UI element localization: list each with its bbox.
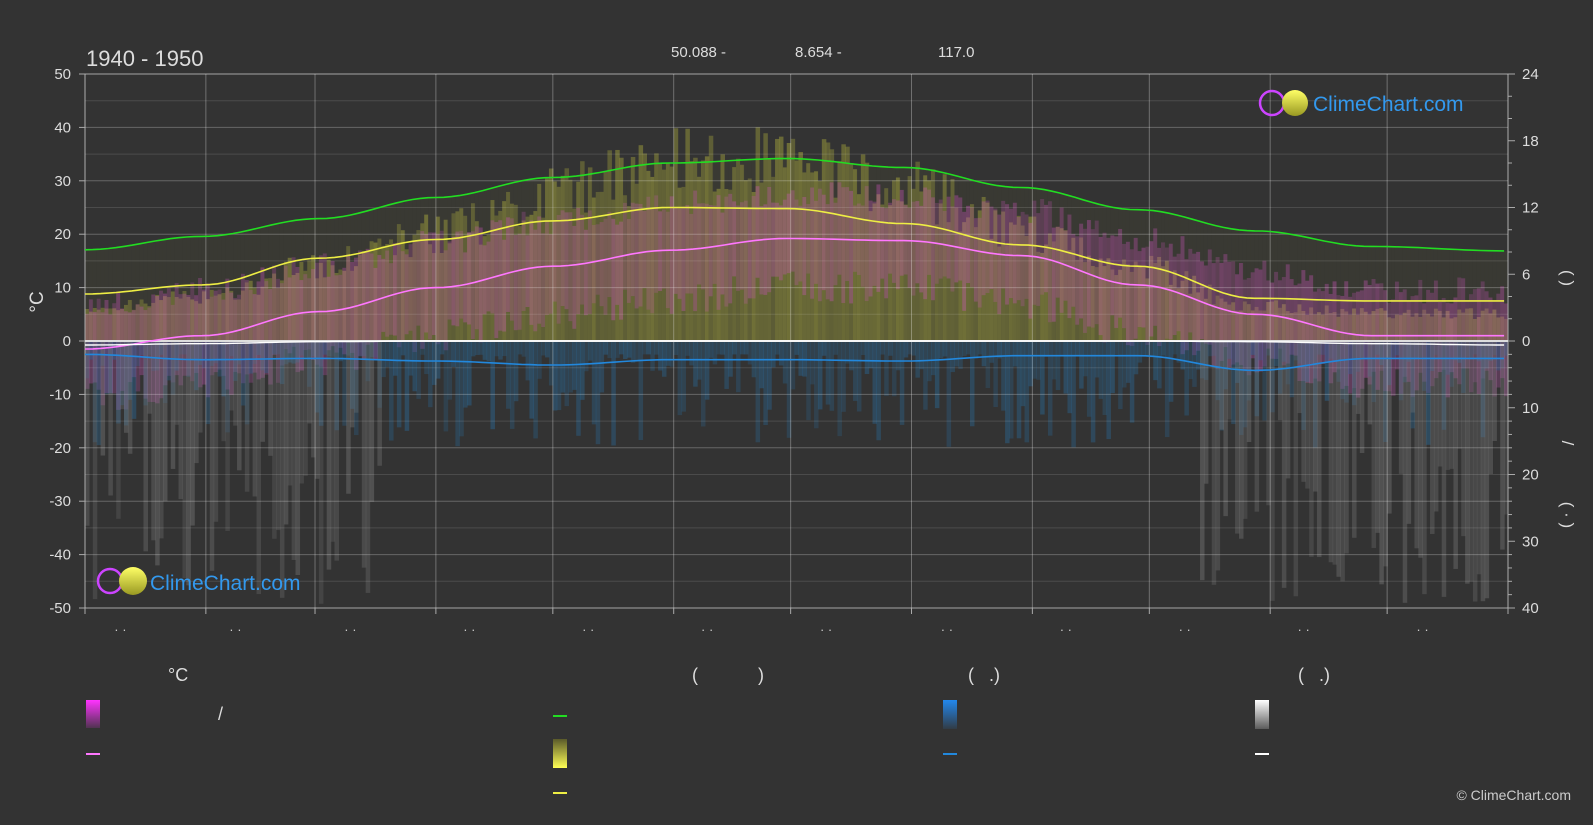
longitude-text: 8.654 - — [795, 44, 842, 61]
logo-text: ClimeChart.com — [1313, 93, 1464, 116]
y-tick-label: 30 — [54, 173, 71, 190]
copyright-text: © ClimeChart.com — [1456, 787, 1571, 803]
background-bands — [85, 127, 1508, 604]
y-axis-label: °C — [27, 291, 48, 312]
y3-tick-label: 20 — [1522, 467, 1539, 484]
series-line-sunshine — [85, 206, 1505, 302]
y2-tick-label: 6 — [1522, 266, 1530, 283]
logo-text: ClimeChart.com — [150, 572, 301, 595]
series-line-mean-temp — [85, 237, 1505, 350]
logo-globe-icon — [1282, 90, 1308, 116]
x-tick-label: · · — [1060, 622, 1072, 637]
x-tick-label: · · — [701, 622, 713, 637]
legend-header-sun: ( ) — [692, 665, 764, 685]
axes: 50 40 30 20 10 0 -10 -20 -30 -40 -50 24 18 12 6 0 10 20 30… — [49, 66, 1538, 637]
logo-ring-icon — [1258, 89, 1286, 117]
legend — [86, 700, 1269, 794]
y-tick-label: 0 — [63, 333, 71, 350]
x-tick-label: · · — [114, 622, 126, 637]
logo-top-right[interactable]: ClimeChart.com — [1258, 89, 1464, 117]
y3-tick-label: 10 — [1522, 400, 1539, 417]
series-lines — [85, 157, 1505, 372]
right-axis-label-bottom: ( · ) — [1558, 502, 1577, 528]
period-title: 1940 - 1950 — [86, 46, 203, 71]
y-tick-label: -40 — [49, 547, 71, 564]
x-tick-label: · · — [941, 622, 953, 637]
y-tick-label: 50 — [54, 66, 71, 83]
x-tick-label: · · — [229, 622, 241, 637]
y-tick-label: 20 — [54, 226, 71, 243]
right-axis-label-mid: / — [1558, 441, 1577, 446]
legend-swatch-precip — [943, 700, 957, 729]
y2-tick-label: 0 — [1522, 333, 1530, 350]
logo-globe-icon — [119, 567, 147, 595]
y-tick-label: -20 — [49, 440, 71, 457]
y-tick-label: 10 — [54, 280, 71, 297]
y-tick-label: -10 — [49, 386, 71, 403]
legend-header-snow: ( .) — [1298, 665, 1330, 685]
legend-swatch-sunshine — [553, 739, 567, 768]
y2-tick-label: 24 — [1522, 66, 1539, 83]
x-tick-label: · · — [582, 622, 594, 637]
legend-header-temperature: °C — [168, 665, 189, 685]
y3-tick-label: 40 — [1522, 600, 1539, 617]
x-tick-label: · · — [1416, 622, 1428, 637]
x-tick-label: · · — [463, 622, 475, 637]
y-tick-label: -30 — [49, 493, 71, 510]
x-tick-label: · · — [344, 622, 356, 637]
right-axis-label-top: ( ) — [1558, 270, 1577, 286]
y2-tick-label: 12 — [1522, 200, 1539, 217]
legend-separator: / — [218, 704, 224, 724]
series-line-daylight — [85, 157, 1505, 252]
latitude-text: 50.088 - — [671, 44, 726, 61]
y3-tick-label: 30 — [1522, 533, 1539, 550]
y2-tick-label: 18 — [1522, 133, 1539, 150]
x-tick-label: · · — [820, 622, 832, 637]
legend-swatch-snow — [1255, 700, 1269, 729]
y-tick-label: 40 — [54, 119, 71, 136]
legend-swatch-temp-range — [86, 700, 100, 728]
series-line-snow — [85, 340, 1505, 346]
logo-bottom-left[interactable]: ClimeChart.com — [96, 567, 301, 595]
series-line-precip — [85, 353, 1505, 372]
y-tick-label: -50 — [49, 600, 71, 617]
x-tick-label: · · — [1179, 622, 1191, 637]
elevation-text: 117.0 — [938, 44, 974, 61]
legend-header-rain: ( .) — [968, 665, 1000, 685]
x-tick-label: · · — [1298, 622, 1310, 637]
